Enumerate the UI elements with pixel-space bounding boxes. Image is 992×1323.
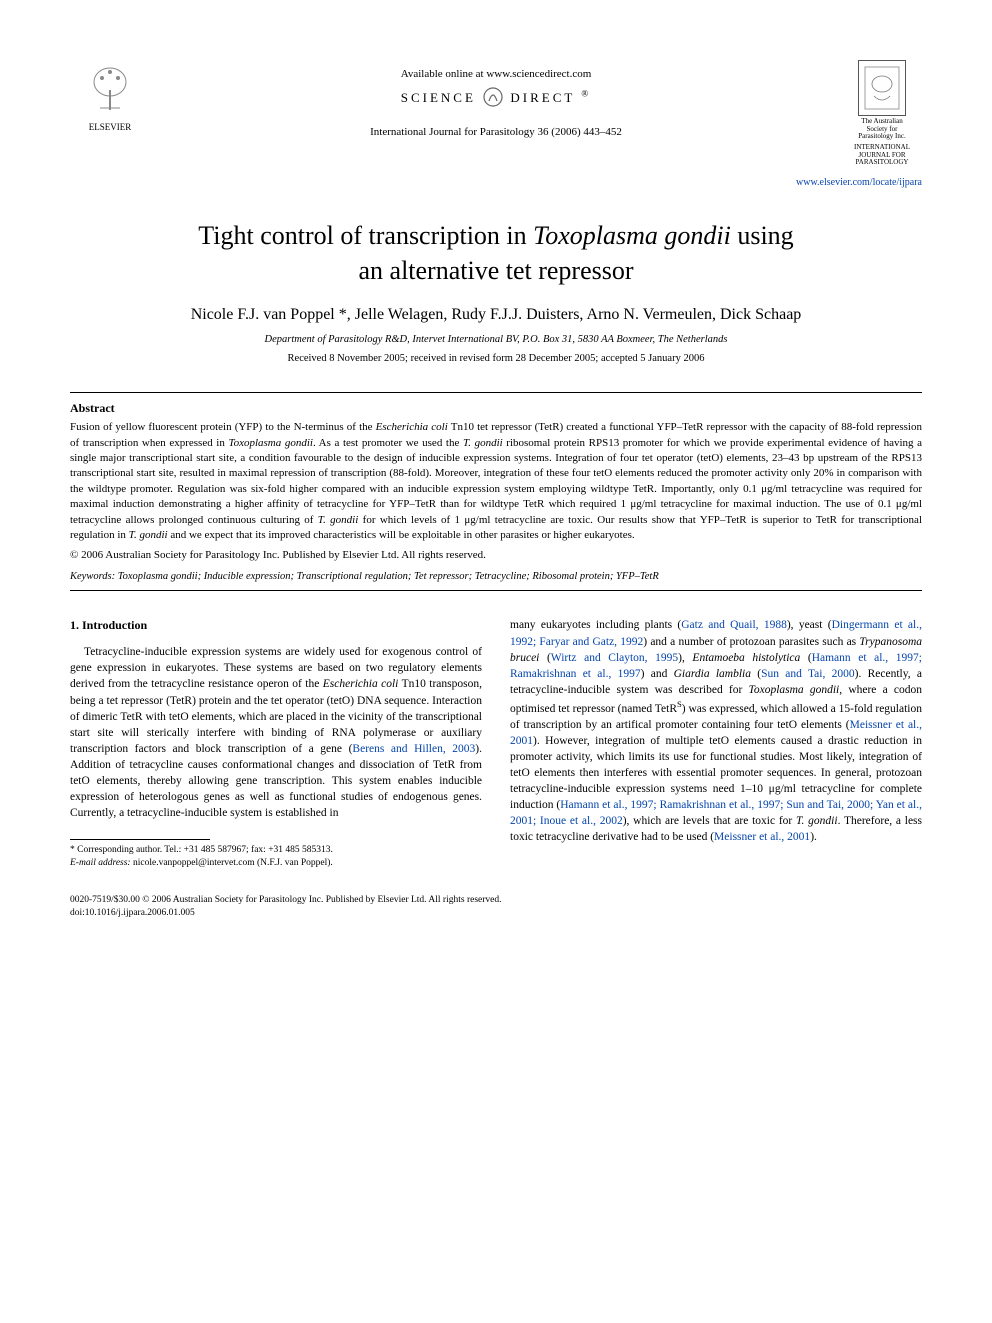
- email-label: E-mail address:: [70, 858, 131, 868]
- footnote-separator: [70, 839, 210, 840]
- body-text: ).: [810, 831, 817, 843]
- divider: [70, 590, 922, 591]
- science-direct-logo: SCIENCE DIRECT ®: [150, 86, 842, 112]
- society-text-3: Parasitology Inc.: [842, 133, 922, 141]
- italic-term: Toxoplasma gondii: [228, 437, 312, 449]
- body-text: ribosomal protein RPS13 promoter for whi…: [70, 437, 922, 526]
- article-title: Tight control of transcription in Toxopl…: [130, 218, 862, 288]
- header: ELSEVIER Available online at www.science…: [70, 60, 922, 167]
- italic-term: Giardia lamblia: [674, 668, 751, 680]
- body-text: ) and a number of protozoan parasites su…: [643, 636, 859, 648]
- email-value: nicole.vanpoppel@intervet.com (N.F.J. va…: [131, 858, 333, 868]
- intro-paragraph-left: Tetracycline-inducible expression system…: [70, 644, 482, 821]
- citation-link[interactable]: Wirtz and Clayton, 1995: [551, 652, 678, 664]
- affiliation: Department of Parasitology R&D, Intervet…: [70, 334, 922, 345]
- bottom-bar: 0020-7519/$30.00 © 2006 Australian Socie…: [70, 894, 922, 921]
- body-text: (: [539, 652, 550, 664]
- society-abbrev-3: PARASITOLOGY: [842, 159, 922, 167]
- keywords-label: Keywords:: [70, 571, 115, 582]
- sd-label-1: SCIENCE: [401, 90, 476, 105]
- authors: Nicole F.J. van Poppel *, Jelle Welagen,…: [70, 306, 922, 324]
- sciencedirect-icon: [482, 86, 504, 112]
- title-part-2: using: [731, 221, 794, 250]
- title-line-2: an alternative tet repressor: [358, 256, 633, 285]
- issn-line: 0020-7519/$30.00 © 2006 Australian Socie…: [70, 894, 922, 907]
- section-heading-intro: 1. Introduction: [70, 617, 482, 634]
- publisher-logo: ELSEVIER: [70, 60, 150, 132]
- footnote-corr: * Corresponding author. Tel.: +31 485 58…: [70, 844, 482, 857]
- journal-reference: International Journal for Parasitology 3…: [150, 126, 842, 138]
- body-text: Fusion of yellow fluorescent protein (YF…: [70, 421, 376, 433]
- divider: [70, 392, 922, 393]
- society-logo: The Australian Society for Parasitology …: [842, 60, 922, 167]
- body-text: . As a test promoter we used the: [313, 437, 463, 449]
- body-text: (: [751, 668, 761, 680]
- abstract-body: Fusion of yellow fluorescent protein (YF…: [70, 420, 922, 543]
- citation-link[interactable]: Sun and Tai, 2000: [761, 668, 855, 680]
- body-text: ),: [678, 652, 692, 664]
- body-text: ) and: [641, 668, 674, 680]
- abstract-heading: Abstract: [70, 401, 922, 416]
- two-column-body: 1. Introduction Tetracycline-inducible e…: [70, 617, 922, 869]
- italic-term: Entamoeba histolytica: [692, 652, 800, 664]
- title-part-1: Tight control of transcription in: [198, 221, 533, 250]
- keywords: Keywords: Toxoplasma gondii; Inducible e…: [70, 571, 922, 582]
- journal-link[interactable]: www.elsevier.com/locate/ijpara: [70, 177, 922, 188]
- italic-term: T. gondii: [318, 514, 359, 526]
- title-italic: Toxoplasma gondii: [533, 221, 731, 250]
- elsevier-tree-icon: [70, 60, 150, 122]
- italic-term: T. gondii: [129, 529, 168, 541]
- body-text: and we expect that its improved characte…: [168, 529, 635, 541]
- sd-label-2: DIRECT: [510, 90, 575, 105]
- keywords-text: Toxoplasma gondii; Inducible expression;…: [115, 571, 659, 582]
- italic-term: Escherichia coli: [323, 678, 399, 690]
- copyright-line: © 2006 Australian Society for Parasitolo…: [70, 549, 922, 561]
- body-text: (: [800, 652, 811, 664]
- left-column: 1. Introduction Tetracycline-inducible e…: [70, 617, 482, 869]
- publisher-name: ELSEVIER: [70, 122, 150, 132]
- citation-link[interactable]: Gatz and Quail, 1988: [681, 619, 787, 631]
- body-text: ), which are levels that are toxic for: [623, 815, 796, 827]
- italic-term: T. gondii: [796, 815, 838, 827]
- italic-term: Toxoplasma gondii: [749, 684, 840, 696]
- corresponding-author-footnote: * Corresponding author. Tel.: +31 485 58…: [70, 844, 482, 870]
- italic-term: Escherichia coli: [376, 421, 448, 433]
- italic-term: T. gondii: [463, 437, 503, 449]
- intro-paragraph-right: many eukaryotes including plants (Gatz a…: [510, 617, 922, 845]
- body-text: many eukaryotes including plants (: [510, 619, 681, 631]
- citation-link[interactable]: Berens and Hillen, 2003: [352, 743, 475, 755]
- society-emblem-icon: [858, 60, 906, 116]
- header-center: Available online at www.sciencedirect.co…: [150, 60, 842, 138]
- doi-line: doi:10.1016/j.ijpara.2006.01.005: [70, 907, 922, 920]
- citation-link[interactable]: Meissner et al., 2001: [714, 831, 810, 843]
- right-column: many eukaryotes including plants (Gatz a…: [510, 617, 922, 869]
- footnote-email: E-mail address: nicole.vanpoppel@interve…: [70, 857, 482, 870]
- body-text: ), yeast (: [787, 619, 832, 631]
- available-online-text: Available online at www.sciencedirect.co…: [150, 68, 842, 80]
- article-dates: Received 8 November 2005; received in re…: [70, 353, 922, 364]
